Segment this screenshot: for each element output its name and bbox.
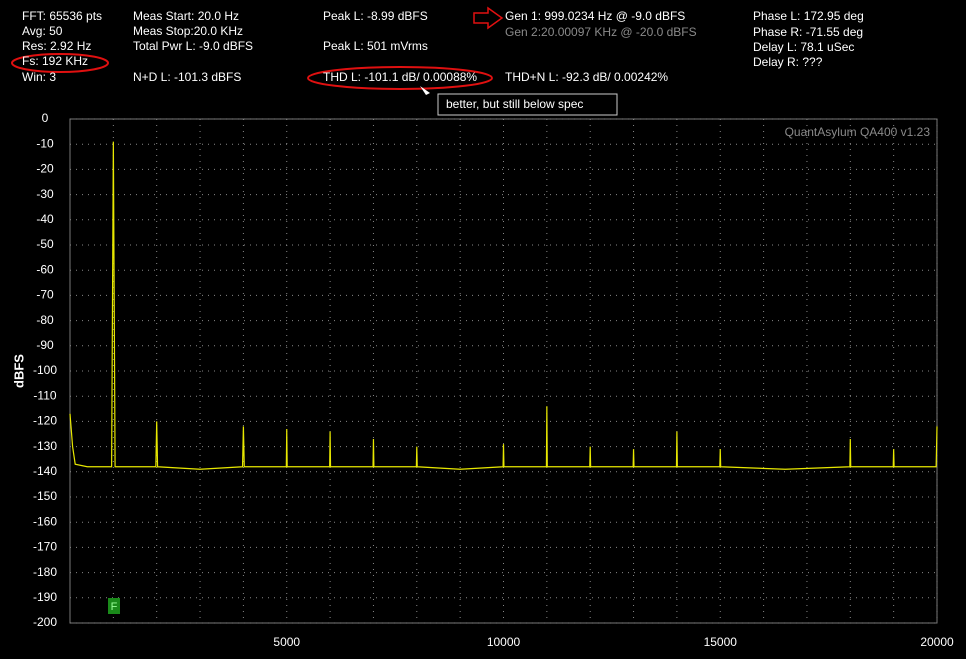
readout: FFT: 65536 pts xyxy=(22,9,102,23)
y-tick-label: -200 xyxy=(33,615,57,629)
y-tick-label: -30 xyxy=(36,187,54,201)
y-tick-label: -10 xyxy=(36,136,54,150)
highlight xyxy=(307,66,493,90)
arrow xyxy=(473,6,504,30)
y-tick-label: -170 xyxy=(33,540,57,554)
x-tick-label: 15000 xyxy=(704,635,738,649)
y-tick-label: -80 xyxy=(36,313,54,327)
y-axis-label: dBFS xyxy=(11,354,26,388)
readout: Phase R: -71.55 deg xyxy=(753,25,863,39)
readout: Peak L: 501 mVrms xyxy=(323,39,428,53)
y-tick-label: -150 xyxy=(33,489,57,503)
readout: Gen 1: 999.0234 Hz @ -9.0 dBFS xyxy=(505,9,685,23)
readout: THD L: -101.1 dB/ 0.00088% xyxy=(323,70,477,84)
y-tick-label: -70 xyxy=(36,288,54,302)
watermark: QuantAsylum QA400 v1.23 xyxy=(785,125,931,139)
readout: Total Pwr L: -9.0 dBFS xyxy=(133,39,253,53)
readout: Gen 2:20.00097 KHz @ -20.0 dBFS xyxy=(505,25,697,39)
readout: Meas Stop:20.0 KHz xyxy=(133,24,243,38)
x-tick-label: 10000 xyxy=(487,635,521,649)
x-tick-label: 20000 xyxy=(920,635,954,649)
y-tick-label: -90 xyxy=(36,338,54,352)
readout: Avg: 50 xyxy=(22,24,63,38)
y-tick-label: -100 xyxy=(33,363,57,377)
y-tick-label: -110 xyxy=(33,388,56,402)
y-tick-label: -130 xyxy=(33,439,57,453)
y-tick-label: -120 xyxy=(33,414,57,428)
highlight xyxy=(11,53,109,73)
y-tick-label: -60 xyxy=(36,262,54,276)
y-tick-label: -140 xyxy=(33,464,57,478)
callout: better, but still below spec xyxy=(446,97,583,111)
readout: Phase L: 172.95 deg xyxy=(753,9,864,23)
spectrum-line xyxy=(69,141,938,470)
callout-box xyxy=(437,93,618,116)
y-tick-label: -180 xyxy=(33,565,57,579)
pointer xyxy=(420,86,430,95)
readout: Delay L: 78.1 uSec xyxy=(753,40,854,54)
y-tick-label: -50 xyxy=(36,237,54,251)
readout: N+D L: -101.3 dBFS xyxy=(133,70,241,84)
marker-box xyxy=(108,598,120,614)
y-tick-label: 0 xyxy=(42,111,49,125)
x-tick-label: 5000 xyxy=(273,635,300,649)
readout: THD+N L: -92.3 dB/ 0.00242% xyxy=(505,70,668,84)
y-tick-label: -190 xyxy=(33,590,57,604)
readout: Delay R: ??? xyxy=(753,55,823,69)
readout: Meas Start: 20.0 Hz xyxy=(133,9,239,23)
y-tick-label: -40 xyxy=(36,212,54,226)
y-tick-label: -160 xyxy=(33,514,57,528)
readout: Win: 3 xyxy=(22,70,56,84)
readout: Res: 2.92 Hz xyxy=(22,39,91,53)
readout: Fs: 192 KHz xyxy=(22,54,88,68)
marker: F xyxy=(111,601,118,613)
y-tick-label: -20 xyxy=(36,162,54,176)
readout: Peak L: -8.99 dBFS xyxy=(323,9,428,23)
